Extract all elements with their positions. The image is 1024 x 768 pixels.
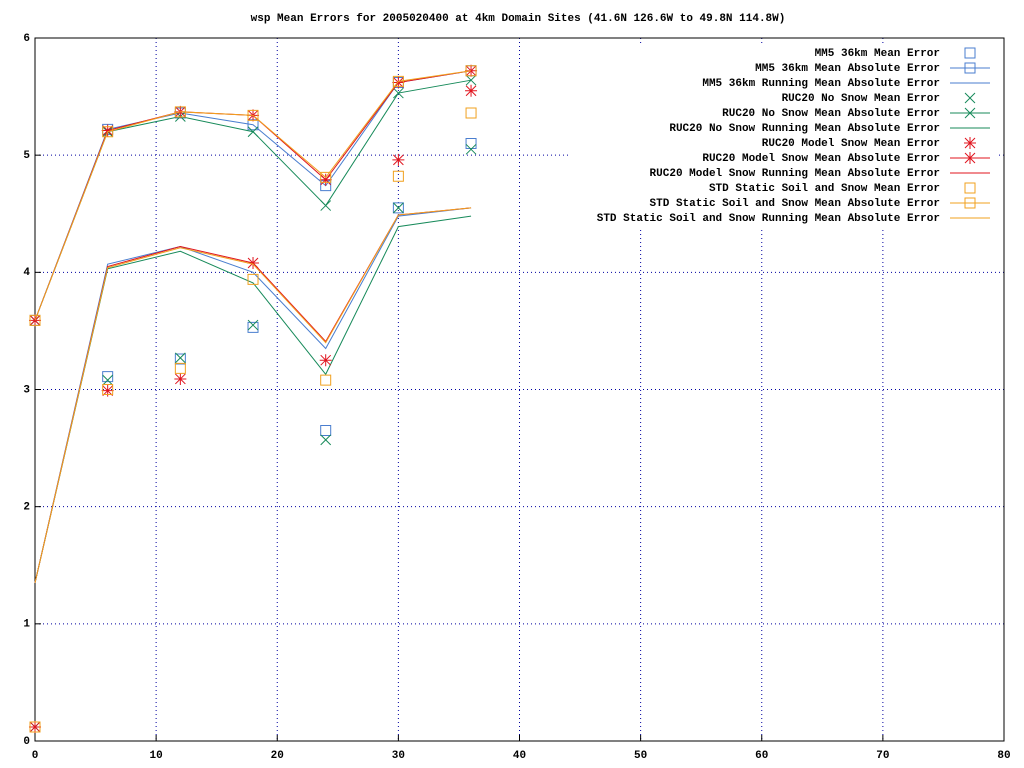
data-point xyxy=(392,170,404,182)
x-tick-label: 60 xyxy=(755,750,768,762)
legend-swatch xyxy=(964,107,976,119)
x-tick-label: 20 xyxy=(271,750,284,762)
data-point xyxy=(320,180,332,192)
legend-swatch xyxy=(964,47,976,59)
series-line xyxy=(34,207,472,583)
data-point xyxy=(319,354,332,367)
legend-label: MM5 36km Mean Absolute Error xyxy=(755,63,940,75)
legend-swatch xyxy=(964,197,976,209)
data-point xyxy=(465,65,477,77)
x-tick-label: 40 xyxy=(513,750,526,762)
legend-label: MM5 36km Mean Error xyxy=(815,48,940,60)
series-line xyxy=(34,215,472,583)
data-point xyxy=(29,720,41,733)
data-point xyxy=(392,202,404,214)
data-point xyxy=(247,109,259,121)
data-point xyxy=(392,75,404,87)
y-tick-label: 6 xyxy=(23,33,30,45)
y-tick-label: 2 xyxy=(23,502,30,514)
data-point xyxy=(174,372,187,385)
data-point xyxy=(320,171,332,183)
legend-label: MM5 36km Running Mean Absolute Error xyxy=(702,78,940,90)
y-tick-label: 5 xyxy=(23,150,30,162)
data-point xyxy=(102,384,114,395)
data-point xyxy=(393,202,404,214)
data-point xyxy=(320,200,332,211)
legend-label: RUC20 Model Snow Mean Error xyxy=(762,138,940,150)
data-point xyxy=(247,119,259,131)
data-point xyxy=(174,353,186,365)
data-point xyxy=(247,319,259,331)
data-point xyxy=(174,352,186,364)
legend-label: STD Static Soil and Snow Mean Error xyxy=(709,183,940,195)
legend-label: RUC20 No Snow Mean Error xyxy=(782,93,940,105)
data-point xyxy=(102,371,114,383)
data-point xyxy=(465,137,477,149)
legend-label: RUC20 Model Snow Mean Absolute Error xyxy=(702,153,940,165)
data-point xyxy=(102,126,114,138)
plot-frame xyxy=(34,37,1005,742)
data-point xyxy=(101,384,114,397)
data-point xyxy=(102,374,114,386)
data-point xyxy=(465,143,477,155)
series-line xyxy=(34,207,472,583)
data-point xyxy=(29,314,41,326)
x-tick-label: 30 xyxy=(392,750,405,762)
legend-swatch xyxy=(964,62,976,74)
x-tick-label: 0 xyxy=(32,750,39,762)
y-tick-label: 4 xyxy=(23,267,30,279)
data-point xyxy=(392,153,405,166)
data-point xyxy=(247,273,259,285)
data-point xyxy=(320,434,332,446)
legend-swatch xyxy=(964,137,976,149)
data-point xyxy=(320,374,332,386)
legend-label: STD Static Soil and Snow Running Mean Ab… xyxy=(597,213,940,225)
x-tick-label: 10 xyxy=(150,750,163,762)
data-point xyxy=(319,173,332,186)
x-tick-label: 70 xyxy=(876,750,889,762)
legend-label: STD Static Soil and Snow Mean Absolute E… xyxy=(650,198,940,210)
legend-label: RUC20 No Snow Running Mean Absolute Erro… xyxy=(669,123,940,135)
y-tick-label: 1 xyxy=(23,619,30,631)
legend-label: RUC20 No Snow Mean Absolute Error xyxy=(722,108,940,120)
x-tick-label: 50 xyxy=(634,750,647,762)
data-point xyxy=(393,87,404,99)
data-point xyxy=(392,76,405,89)
legend-background xyxy=(570,45,998,227)
data-point xyxy=(29,314,41,327)
data-point xyxy=(465,84,478,97)
data-point xyxy=(29,721,41,733)
chart-title: wsp Mean Errors for 2005020400 at 4km Do… xyxy=(251,13,786,25)
data-point xyxy=(101,124,114,137)
legend-swatch xyxy=(964,182,976,194)
series-line xyxy=(34,70,472,321)
x-tick-label: 80 xyxy=(997,750,1010,762)
legend-label: RUC20 Model Snow Running Mean Absolute E… xyxy=(650,168,940,180)
data-point xyxy=(465,107,477,119)
y-tick-label: 0 xyxy=(23,736,30,748)
data-point xyxy=(465,74,477,86)
data-point xyxy=(174,106,186,118)
data-point xyxy=(247,126,259,138)
data-point xyxy=(247,321,259,333)
y-tick-label: 3 xyxy=(23,384,30,396)
data-point xyxy=(320,425,332,437)
legend-swatch xyxy=(964,152,976,164)
legend-swatch xyxy=(964,92,976,104)
data-point xyxy=(174,362,186,374)
